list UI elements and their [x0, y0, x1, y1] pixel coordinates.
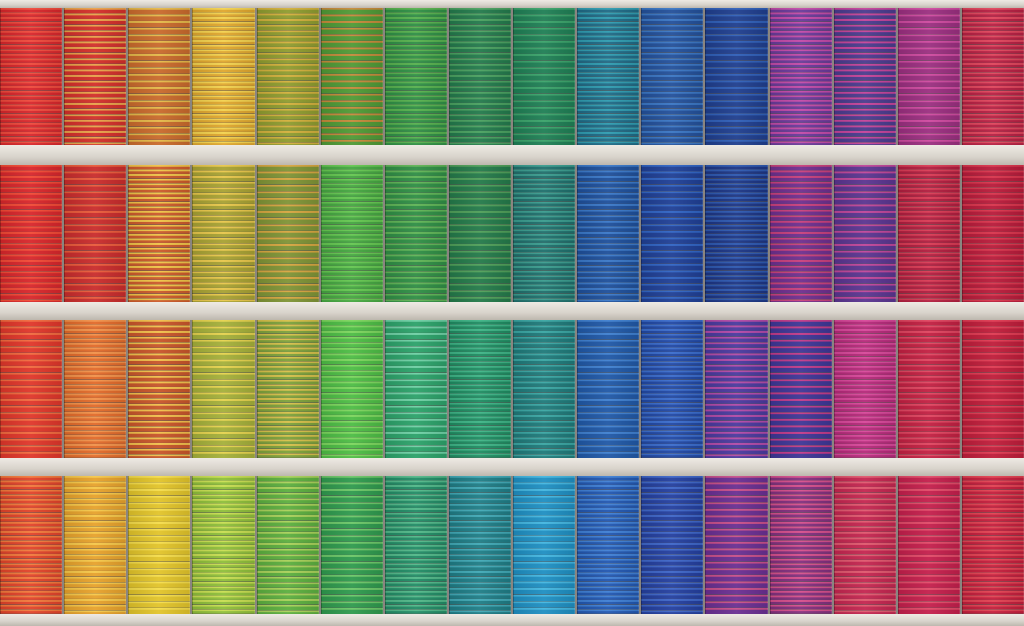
- blind-panel: [384, 165, 447, 302]
- blind-row-1: [0, 8, 1024, 145]
- floor-slab-1: [0, 145, 1024, 166]
- blind-panel: [577, 8, 640, 145]
- floor-slab-bottom: [0, 614, 1024, 626]
- blind-panel: [128, 320, 191, 458]
- blind-panel: [705, 165, 768, 302]
- blind-panel: [64, 8, 127, 145]
- blind-panel: [641, 320, 704, 458]
- blind-panel: [256, 8, 319, 145]
- blind-row-4: [0, 476, 1024, 614]
- blind-panel: [384, 476, 447, 614]
- blind-panel: [897, 320, 960, 458]
- blind-panel: [128, 165, 191, 302]
- blind-panel: [513, 8, 576, 145]
- blind-panel: [513, 165, 576, 302]
- blind-panel: [320, 165, 383, 302]
- blind-panel: [256, 165, 319, 302]
- blind-panel: [448, 320, 511, 458]
- blind-row-2: [0, 165, 1024, 302]
- blind-panel: [0, 476, 63, 614]
- blind-panel: [833, 165, 896, 302]
- blind-panel: [961, 8, 1024, 145]
- blind-panel: [705, 8, 768, 145]
- blind-panel: [961, 165, 1024, 302]
- blind-panel: [256, 476, 319, 614]
- blind-panel: [577, 165, 640, 302]
- blind-panel: [705, 320, 768, 458]
- blind-panel: [833, 320, 896, 458]
- blind-panel: [128, 8, 191, 145]
- blind-panel: [320, 8, 383, 145]
- blind-panel: [513, 320, 576, 458]
- blind-panel: [320, 320, 383, 458]
- floor-slab-2: [0, 302, 1024, 321]
- blind-panel: [0, 8, 63, 145]
- blind-panel: [897, 476, 960, 614]
- blind-panel: [448, 165, 511, 302]
- blind-panel: [448, 476, 511, 614]
- blind-panel: [577, 320, 640, 458]
- blind-panel: [705, 476, 768, 614]
- blind-panel: [384, 8, 447, 145]
- blind-panel: [448, 8, 511, 145]
- blind-panel: [0, 165, 63, 302]
- blind-panel: [833, 8, 896, 145]
- blind-panel: [64, 476, 127, 614]
- blind-panel: [256, 320, 319, 458]
- blind-panel: [833, 476, 896, 614]
- blind-panel: [641, 476, 704, 614]
- blind-panel: [769, 8, 832, 145]
- blind-row-3: [0, 320, 1024, 458]
- blind-panel: [64, 320, 127, 458]
- blind-panel: [64, 165, 127, 302]
- blind-panel: [961, 476, 1024, 614]
- blind-panel: [897, 165, 960, 302]
- blind-panel: [769, 165, 832, 302]
- floor-slab-3: [0, 458, 1024, 477]
- blind-panel: [641, 165, 704, 302]
- blind-panel: [577, 476, 640, 614]
- blind-panel: [897, 8, 960, 145]
- blind-panel: [769, 320, 832, 458]
- blind-panel: [513, 476, 576, 614]
- blind-panel: [192, 320, 255, 458]
- blind-panel: [192, 8, 255, 145]
- blind-panel: [384, 320, 447, 458]
- blind-panel: [641, 8, 704, 145]
- blind-panel: [769, 476, 832, 614]
- blind-panel: [0, 320, 63, 458]
- blind-panel: [961, 320, 1024, 458]
- blind-panel: [192, 476, 255, 614]
- blind-panel: [128, 476, 191, 614]
- blind-panel: [320, 476, 383, 614]
- blind-panel: [192, 165, 255, 302]
